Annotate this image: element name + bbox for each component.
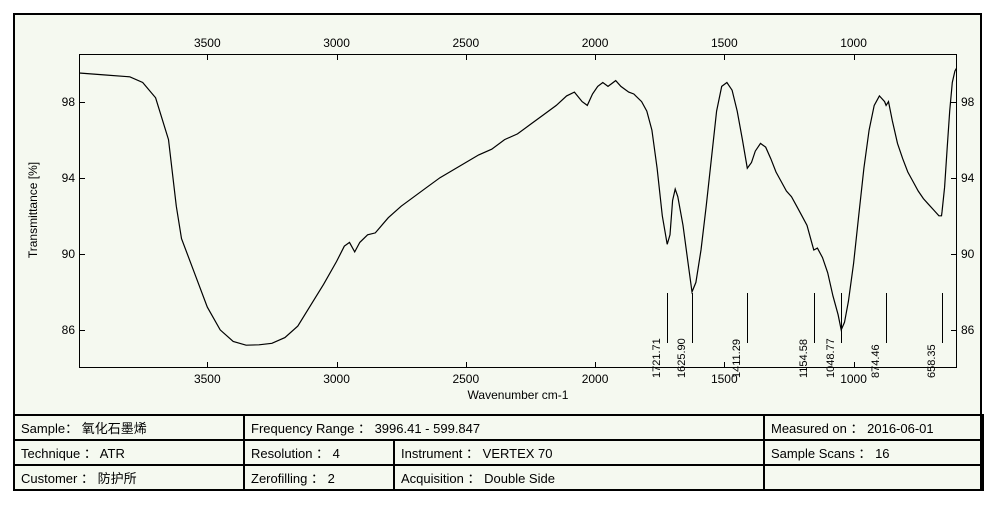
peak-label: 1411.29 bbox=[731, 339, 743, 378]
tick-mark bbox=[724, 54, 725, 60]
meta-key: Measured on ： bbox=[771, 421, 864, 436]
tick-mark bbox=[207, 54, 208, 60]
meta-val: 2016-06-01 bbox=[867, 421, 934, 436]
meta-customer: Customer ： 防护所 bbox=[14, 465, 244, 490]
meta-resolution: Resolution ： 4 bbox=[244, 440, 394, 465]
x-tick-label: 1000 bbox=[840, 372, 867, 386]
x-tick-label: 2000 bbox=[582, 372, 609, 386]
meta-val: 2 bbox=[328, 471, 335, 486]
meta-key: Instrument ： bbox=[401, 446, 479, 461]
tick-mark bbox=[207, 362, 208, 368]
peak-label: 658.35 bbox=[926, 345, 938, 379]
tick-mark bbox=[951, 254, 957, 255]
y-axis-label: Transmittance [%] bbox=[26, 162, 40, 258]
table-row: Customer ： 防护所 Zerofilling ： 2 Acquisiti… bbox=[14, 465, 983, 490]
meta-acquisition: Acquisition ： Double Side bbox=[394, 465, 764, 490]
tick-mark bbox=[951, 330, 957, 331]
x-tick-label: 2000 bbox=[582, 36, 609, 50]
peak-marker-line bbox=[886, 293, 887, 343]
meta-scans: Sample Scans ： 16 bbox=[764, 440, 983, 465]
meta-key: Sample： bbox=[21, 421, 78, 436]
tick-mark bbox=[79, 178, 85, 179]
meta-empty bbox=[764, 465, 983, 490]
x-tick-label: 3000 bbox=[323, 372, 350, 386]
peak-label: 1625.90 bbox=[676, 339, 688, 379]
tick-mark bbox=[79, 330, 85, 331]
x-tick-label: 1500 bbox=[711, 36, 738, 50]
meta-val: ATR bbox=[100, 446, 125, 461]
meta-key: Frequency Range ： bbox=[251, 421, 371, 436]
meta-technique: Technique ： ATR bbox=[14, 440, 244, 465]
tick-mark bbox=[337, 54, 338, 60]
x-tick-label: 3000 bbox=[323, 36, 350, 50]
x-tick-label: 2500 bbox=[452, 372, 479, 386]
meta-val: 氧化石墨烯 bbox=[82, 421, 147, 436]
peak-label: 1721.71 bbox=[651, 339, 663, 379]
table-row: Technique ： ATR Resolution ： 4 Instrumen… bbox=[14, 440, 983, 465]
peak-label: 1154.58 bbox=[798, 339, 810, 378]
meta-key: Sample Scans ： bbox=[771, 446, 871, 461]
meta-key: Zerofilling ： bbox=[251, 471, 324, 486]
y-tick-label: 90 bbox=[57, 247, 75, 261]
meta-freq: Frequency Range ： 3996.41 - 599.847 bbox=[244, 415, 764, 440]
y-tick-label: 98 bbox=[961, 95, 981, 109]
y-tick-label: 98 bbox=[57, 95, 75, 109]
tick-mark bbox=[337, 362, 338, 368]
x-tick-label: 3500 bbox=[194, 36, 221, 50]
x-tick-label: 3500 bbox=[194, 372, 221, 386]
meta-key: Customer ： bbox=[21, 471, 94, 486]
y-tick-label: 90 bbox=[961, 247, 981, 261]
y-tick-label: 94 bbox=[961, 171, 981, 185]
meta-val: 3996.41 - 599.847 bbox=[375, 421, 481, 436]
meta-key: Technique ： bbox=[21, 446, 97, 461]
tick-mark bbox=[79, 102, 85, 103]
meta-measured: Measured on ： 2016-06-01 bbox=[764, 415, 983, 440]
tick-mark bbox=[951, 178, 957, 179]
x-axis-label: Wavenumber cm-1 bbox=[468, 388, 569, 402]
meta-val: 4 bbox=[333, 446, 340, 461]
tick-mark bbox=[854, 362, 855, 368]
tick-mark bbox=[951, 102, 957, 103]
y-tick-label: 86 bbox=[961, 323, 981, 337]
meta-val: Double Side bbox=[484, 471, 555, 486]
y-tick-label: 86 bbox=[57, 323, 75, 337]
peak-marker-line bbox=[747, 293, 748, 343]
peak-label: 874.46 bbox=[870, 345, 882, 379]
y-tick-label: 94 bbox=[57, 171, 75, 185]
peak-marker-line bbox=[841, 293, 842, 343]
peak-marker-line bbox=[942, 293, 943, 343]
peak-label: 1048.77 bbox=[825, 339, 837, 379]
tick-mark bbox=[854, 54, 855, 60]
meta-val: 16 bbox=[875, 446, 889, 461]
meta-key: Acquisition ： bbox=[401, 471, 480, 486]
tick-mark bbox=[466, 362, 467, 368]
meta-key: Resolution ： bbox=[251, 446, 329, 461]
x-tick-label: 2500 bbox=[452, 36, 479, 50]
plot-area: 3500350030003000250025002000200015001500… bbox=[79, 32, 957, 409]
peak-marker-line bbox=[814, 293, 815, 343]
tick-mark bbox=[79, 254, 85, 255]
meta-val: 防护所 bbox=[98, 471, 137, 486]
table-row: Sample： 氧化石墨烯 Frequency Range ： 3996.41 … bbox=[14, 415, 983, 440]
spectrum-svg bbox=[79, 54, 957, 368]
peak-marker-line bbox=[692, 293, 693, 343]
meta-zerofilling: Zerofilling ： 2 bbox=[244, 465, 394, 490]
peak-marker-line bbox=[667, 293, 668, 343]
x-tick-label: 1000 bbox=[840, 36, 867, 50]
report-frame: 3500350030003000250025002000200015001500… bbox=[13, 13, 982, 491]
meta-sample: Sample： 氧化石墨烯 bbox=[14, 415, 244, 440]
metadata-table: Sample： 氧化石墨烯 Frequency Range ： 3996.41 … bbox=[13, 414, 984, 491]
tick-mark bbox=[595, 362, 596, 368]
meta-val: VERTEX 70 bbox=[483, 446, 553, 461]
tick-mark bbox=[466, 54, 467, 60]
tick-mark bbox=[595, 54, 596, 60]
meta-instrument: Instrument ： VERTEX 70 bbox=[394, 440, 764, 465]
tick-mark bbox=[724, 362, 725, 368]
